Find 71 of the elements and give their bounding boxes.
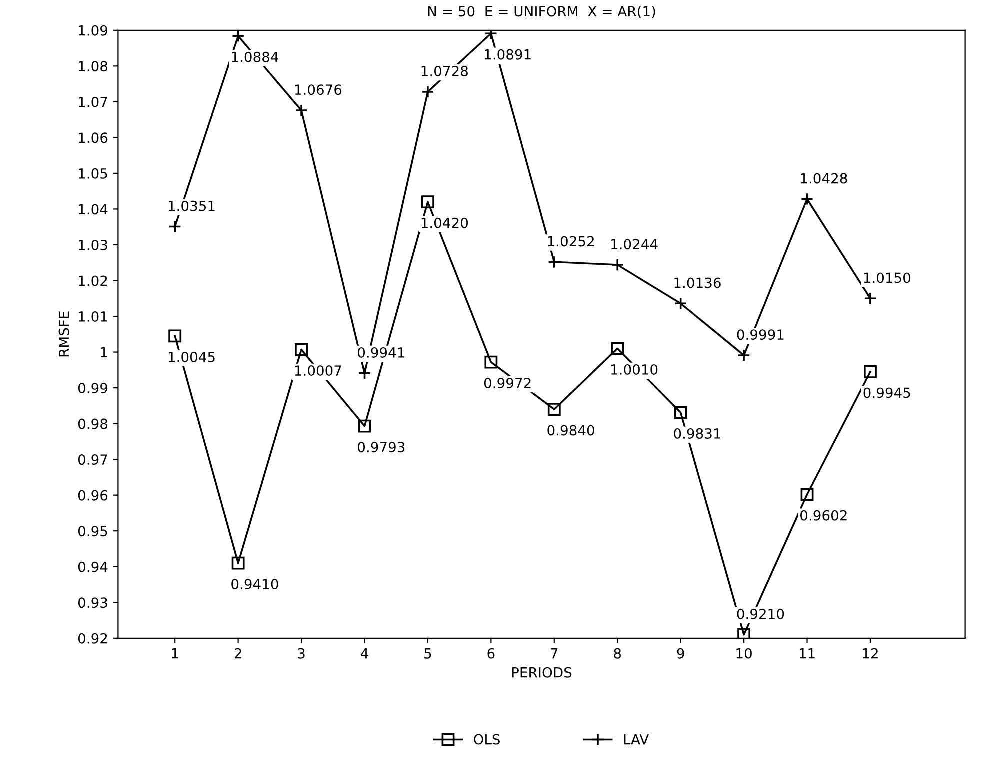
data-label: 0.9210 [737,608,784,620]
y-tick-label: 1.03 [79,240,108,250]
x-tick-label: 10 [736,648,752,659]
point [422,196,434,209]
x-tick-label: 11 [800,648,815,659]
y-tick-label: 0.98 [78,418,108,430]
data-label: 1.0045 [168,352,215,362]
x-tick-label: 12 [863,648,878,659]
data-label: 0.9793 [358,442,405,453]
y-axis-title: RMSFE [58,312,70,357]
data-label: 0.9991 [737,330,784,340]
y-tick-label: 1.02 [79,276,108,286]
data-label: 1.0252 [548,236,594,247]
data-label: 0.9972 [484,378,531,389]
y-tick-label: 0.95 [78,526,108,537]
x-tick-label: 3 [298,648,305,659]
data-label: 1.0728 [422,66,468,76]
y-tick-label: 0.92 [78,633,108,644]
y-tick-label: 1.06 [79,132,108,144]
x-tick-label: 9 [677,648,684,659]
point [358,420,372,433]
data-label: 0.9602 [800,510,847,521]
data-label: 0.9941 [358,347,404,358]
data-label: 1.0676 [295,84,342,96]
y-tick-label: 1.01 [79,311,108,322]
y-tick-label: 0.96 [78,490,108,501]
legend-label: OLS [474,734,500,745]
y-tick-label: 0.93 [78,598,108,608]
x-tick-label: 5 [424,648,432,659]
point [295,343,308,356]
point [548,403,561,416]
x-tick-label: 1 [172,648,178,659]
data-label: 0.9840 [548,425,594,436]
data-label: 0.9831 [674,428,721,439]
y-tick-label: 0.97 [78,454,108,466]
x-tick-label: 2 [234,648,242,659]
y-tick-label: 1.09 [79,25,108,36]
y-tick-label: 1.08 [79,61,108,72]
y-tick-label: 0.99 [78,383,108,394]
point [674,406,688,420]
x-tick-label: 7 [551,648,558,659]
point [168,330,182,343]
data-label: 1.0884 [232,52,278,62]
legend-label: LAV [624,734,650,745]
point [864,365,877,378]
point [611,342,624,356]
point [738,628,751,638]
point [484,356,498,369]
data-label: 1.0136 [674,278,721,288]
point [800,488,814,502]
data-label: 1.0007 [295,366,342,376]
x-tick-label: 4 [361,648,368,659]
x-axis-title: PERIODS [512,667,572,678]
y-tick-label: 1 [101,347,108,358]
x-tick-label: 6 [488,648,495,659]
y-tick-label: 0.94 [78,562,108,572]
point [232,556,245,570]
data-label: 1.0244 [612,239,658,250]
data-label: 1.0010 [612,364,658,375]
data-label: 1.0428 [801,173,848,184]
data-label: 0.9945 [864,388,910,398]
data-label: 0.9410 [232,579,278,590]
data-label: 1.0420 [422,218,468,228]
y-tick-label: 1.04 [79,204,108,215]
y-tick-label: 1.07 [79,96,108,108]
data-label: 1.0150 [864,272,911,284]
data-label: 1.0891 [485,49,531,60]
data-label: 1.0351 [168,200,215,212]
chart-title: N = 50 E = UNIFORM X = AR(1) [428,6,656,18]
x-tick-label: 8 [614,648,622,659]
y-tick-label: 1.05 [79,168,108,179]
